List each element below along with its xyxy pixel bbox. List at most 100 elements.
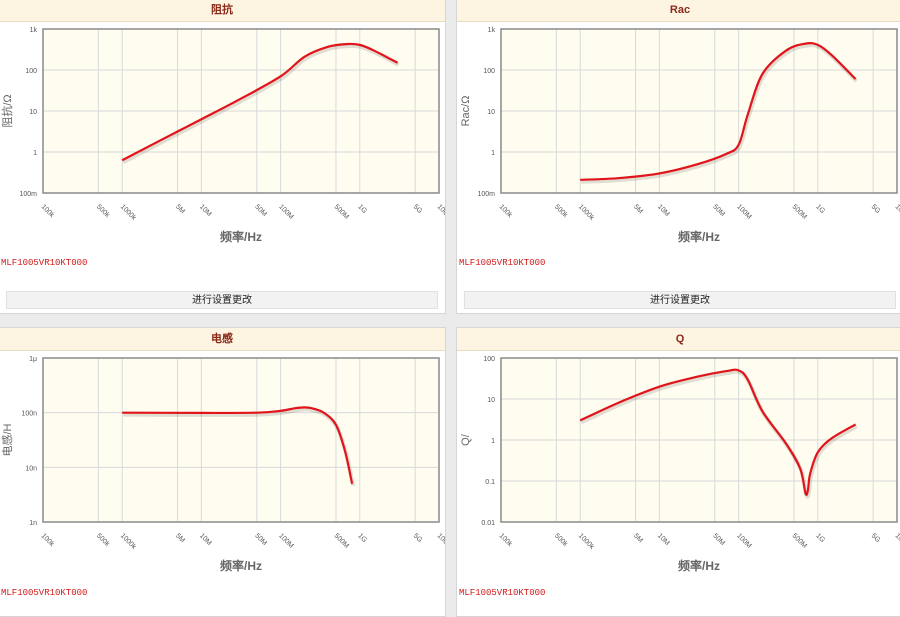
x-tick-label: 5M: [632, 532, 644, 544]
x-tick-label: 10G: [436, 532, 446, 546]
x-tick-label: 5M: [632, 203, 644, 215]
part-number: MLF1005VR10KT000: [1, 258, 88, 268]
y-tick-label: 1: [491, 438, 495, 445]
y-axis-label: 电感/H: [1, 423, 14, 456]
impedance-panel: 阻抗 100k 500k 1000k 5M 10M 50M 100M 500M 1G 5G 10G 1…: [0, 0, 446, 314]
x-tick-label: 50M: [253, 203, 268, 218]
x-tick-label: 10M: [198, 203, 213, 218]
part-number: MLF1005VR10KT000: [459, 258, 546, 268]
x-axis-label: 频率/Hz: [678, 229, 720, 244]
x-tick-label: 100M: [735, 203, 752, 220]
x-tick-label: 5M: [174, 532, 186, 544]
y-tick-label: 100m: [477, 191, 495, 198]
plot-frame: [500, 357, 898, 523]
x-tick-label: 10G: [436, 203, 446, 217]
x-tick-label: 5M: [174, 203, 186, 215]
x-tick-label: 500M: [333, 203, 350, 220]
y-tick-label: 1k: [30, 27, 38, 34]
x-tick-label: 500k: [553, 532, 569, 548]
x-tick-label: 100k: [40, 532, 56, 548]
x-axis-label: 频率/Hz: [678, 558, 720, 573]
y-tick-label: 100n: [21, 411, 37, 418]
x-tick-label: 100M: [277, 532, 294, 549]
x-tick-label: 1000k: [119, 203, 138, 222]
y-tick-label: 1k: [488, 27, 496, 34]
y-tick-label: 10: [487, 397, 495, 404]
plot-frame: [42, 357, 440, 523]
x-tick-label: 1000k: [577, 203, 596, 222]
x-tick-label: 1G: [356, 203, 368, 215]
series-line: [122, 406, 354, 485]
y-axis-label: Rac/Ω: [460, 96, 472, 127]
x-tick-label: 500k: [553, 203, 569, 219]
x-tick-label: 5G: [870, 532, 882, 544]
x-tick-label: 500M: [791, 532, 808, 549]
x-tick-label: 1G: [814, 203, 826, 215]
y-tick-label: 0.01: [481, 520, 495, 527]
y-axis-label: 阻抗/Ω: [0, 94, 14, 127]
x-tick-label: 5G: [412, 203, 424, 215]
y-tick-label: 100: [25, 68, 37, 75]
part-number: MLF1005VR10KT000: [459, 588, 546, 598]
x-tick-label: 100M: [735, 532, 752, 549]
x-tick-label: 100k: [498, 203, 514, 219]
x-axis-label: 频率/Hz: [220, 229, 262, 244]
y-axis-label: Q/: [460, 433, 472, 446]
y-tick-label: 1: [33, 150, 37, 157]
x-tick-label: 1G: [814, 532, 826, 544]
x-tick-label: 500k: [95, 532, 111, 548]
x-tick-label: 500k: [95, 203, 111, 219]
x-tick-label: 10G: [894, 532, 900, 546]
q-chart: 100k 500k 1000k 5M 10M 50M 100M 500M 1G 5G 10G 0.01…: [460, 356, 900, 573]
x-tick-label: 100k: [40, 203, 56, 219]
x-tick-label: 1G: [356, 532, 368, 544]
x-tick-label: 10M: [656, 532, 671, 547]
panel-title: Q: [457, 328, 900, 351]
series-line-shadow: [581, 43, 859, 184]
y-tick-label: 100: [483, 356, 495, 363]
panel-title: 电感: [0, 328, 445, 351]
x-tick-label: 10M: [198, 532, 213, 547]
x-tick-label: 50M: [711, 203, 726, 218]
panel-title: 阻抗: [0, 0, 445, 22]
x-tick-label: 100M: [277, 203, 294, 220]
y-tick-label: 10: [29, 109, 37, 116]
x-tick-label: 50M: [711, 532, 726, 547]
plot-frame: [500, 28, 898, 194]
settings-change-button[interactable]: 进行设置更改: [6, 291, 438, 309]
x-tick-label: 10M: [656, 203, 671, 218]
x-tick-label: 500M: [791, 203, 808, 220]
x-tick-label: 1000k: [119, 532, 138, 551]
y-tick-label: 100m: [19, 191, 37, 198]
y-tick-label: 0.1: [485, 479, 495, 486]
rac-panel: Rac 100k 500k 1000k 5M 10M 50M 100M 500M 1G 5G 10G…: [456, 0, 900, 314]
part-number: MLF1005VR10KT000: [1, 588, 88, 598]
y-tick-label: 1μ: [29, 356, 37, 363]
settings-change-button[interactable]: 进行设置更改: [464, 291, 896, 309]
plot-area: [43, 358, 439, 522]
inductance-panel: 电感 100k 500k 1000k 5M 10M 50M 100M 500M 1G 5G 10G 1…: [0, 327, 446, 617]
y-tick-label: 1n: [29, 520, 37, 527]
x-tick-label: 100k: [498, 532, 514, 548]
x-tick-label: 500M: [333, 532, 350, 549]
panel-title: Rac: [457, 0, 900, 22]
y-tick-label: 10n: [25, 465, 37, 472]
series-line: [121, 42, 399, 162]
x-tick-label: 5G: [870, 203, 882, 215]
y-tick-label: 100: [483, 68, 495, 75]
x-tick-label: 50M: [253, 532, 268, 547]
series-line-shadow: [122, 43, 400, 165]
impedance-chart: 100k 500k 1000k 5M 10M 50M 100M 500M 1G 5G 10G 100m…: [0, 27, 446, 244]
x-tick-label: 10G: [894, 203, 900, 217]
inductance-chart: 100k 500k 1000k 5M 10M 50M 100M 500M 1G 5G 10G 1n 10…: [1, 356, 446, 573]
y-tick-label: 10: [487, 109, 495, 116]
q-panel: Q 100k 500k 1000k 5M 10M 50M 100M 500M 1G 5G 10G 0.…: [456, 327, 900, 617]
rac-chart: 100k 500k 1000k 5M 10M 50M 100M 500M 1G 5G 10G 100m…: [460, 27, 900, 244]
y-tick-label: 1: [491, 150, 495, 157]
x-tick-label: 1000k: [577, 532, 596, 551]
plot-frame: [42, 28, 440, 194]
x-axis-label: 频率/Hz: [220, 558, 262, 573]
series-line: [579, 368, 857, 496]
series-line: [580, 42, 857, 181]
x-tick-label: 5G: [412, 532, 424, 544]
